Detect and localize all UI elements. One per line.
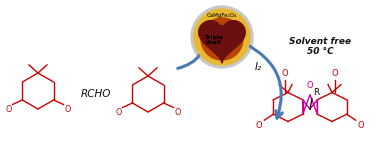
Text: O: O xyxy=(5,105,12,114)
Text: O: O xyxy=(64,105,71,114)
Text: Solvent free: Solvent free xyxy=(289,37,351,45)
Text: O: O xyxy=(256,121,262,130)
Text: O: O xyxy=(332,69,338,78)
Text: O: O xyxy=(358,121,364,130)
Text: R: R xyxy=(313,88,319,97)
Text: Triple
shell: Triple shell xyxy=(204,35,223,45)
Circle shape xyxy=(201,18,243,60)
Text: O: O xyxy=(174,108,181,117)
Text: 50 °C: 50 °C xyxy=(307,46,333,55)
Text: O: O xyxy=(115,108,122,117)
Text: O: O xyxy=(282,69,288,78)
Text: O: O xyxy=(307,81,313,90)
Polygon shape xyxy=(199,21,245,63)
Text: RCHO: RCHO xyxy=(81,89,111,99)
Circle shape xyxy=(191,6,253,68)
Circle shape xyxy=(194,9,250,65)
Text: I₂: I₂ xyxy=(254,62,262,72)
Text: CaMgFe₂O₄: CaMgFe₂O₄ xyxy=(207,13,237,17)
Circle shape xyxy=(209,26,235,52)
